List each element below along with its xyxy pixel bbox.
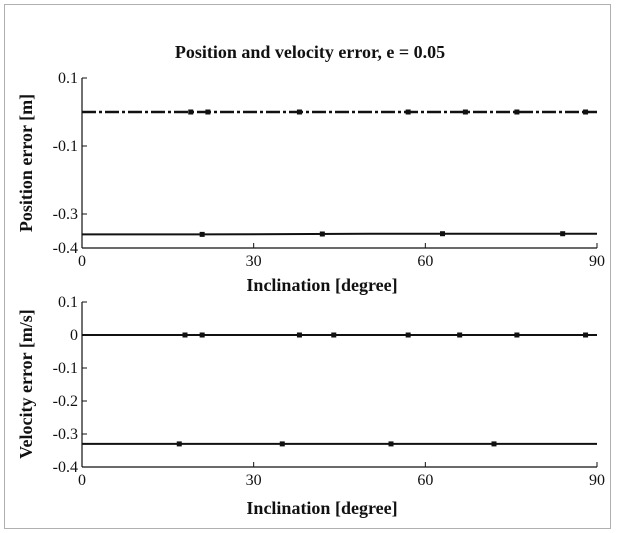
position-series-0-marker	[462, 109, 468, 115]
position-error-panel: Inclination [degree] Position error [m] …	[16, 70, 605, 295]
position-series-1-marker	[319, 231, 325, 237]
position-series-0-marker	[583, 109, 589, 115]
velocity-y-tick-label: 0.1	[58, 294, 78, 311]
velocity-x-tick-label: 60	[417, 472, 433, 489]
velocity-series-0-marker	[199, 332, 205, 338]
velocity-x-axis-label: Inclination [degree]	[246, 498, 397, 518]
position-series-1-marker	[199, 231, 205, 237]
position-series-0-marker	[205, 109, 211, 115]
velocity-series-0-marker	[296, 332, 302, 338]
position-x-tick-label: 60	[417, 253, 433, 270]
position-x-tick-label: 90	[589, 253, 605, 270]
velocity-y-tick-label: 0	[70, 327, 78, 344]
chart-title: Position and velocity error, e = 0.05	[175, 42, 445, 62]
velocity-plot-area	[82, 302, 597, 467]
velocity-series-1-marker	[279, 441, 285, 447]
velocity-series-0-marker	[331, 332, 337, 338]
velocity-series-0-marker	[514, 332, 520, 338]
position-series-1-marker	[440, 231, 445, 237]
velocity-x-tick-label: 30	[246, 472, 262, 489]
velocity-x-tick-label: 0	[78, 472, 86, 489]
velocity-y-axis-label: Velocity error [m/s]	[16, 309, 36, 459]
position-y-tick-label: -0.4	[53, 240, 78, 257]
velocity-series-0-marker	[583, 332, 589, 338]
position-series-0-marker	[188, 109, 194, 115]
velocity-y-tick-label: -0.3	[53, 426, 78, 443]
velocity-error-panel: Inclination [degree] Velocity error [m/s…	[16, 294, 605, 518]
position-series-1-marker	[560, 231, 566, 237]
position-series-0-marker	[405, 109, 411, 115]
position-y-tick-label: -0.1	[53, 138, 78, 155]
velocity-series-0-marker	[457, 332, 463, 338]
position-y-tick-label: 0.1	[58, 70, 78, 87]
velocity-series-0-marker	[182, 332, 188, 338]
velocity-series-0-marker	[405, 332, 411, 338]
position-series-0-marker	[514, 109, 520, 115]
position-y-tick-label: -0.3	[53, 206, 78, 223]
velocity-series-1-marker	[388, 441, 394, 447]
velocity-x-tick-label: 90	[589, 472, 605, 489]
velocity-y-tick-label: -0.1	[53, 360, 78, 377]
velocity-series-1-marker	[176, 441, 182, 447]
position-series-0-marker	[296, 109, 302, 115]
position-x-axis-label: Inclination [degree]	[246, 275, 397, 295]
position-plot-area	[82, 78, 597, 248]
position-y-axis-label: Position error [m]	[16, 94, 36, 232]
position-x-tick-label: 0	[78, 253, 86, 270]
velocity-series-1-marker	[491, 441, 497, 447]
position-x-tick-label: 30	[246, 253, 262, 270]
velocity-y-tick-label: -0.4	[53, 459, 78, 476]
figure-frame	[4, 4, 611, 529]
position-series-1-line	[82, 232, 597, 236]
velocity-y-tick-label: -0.2	[53, 393, 78, 410]
